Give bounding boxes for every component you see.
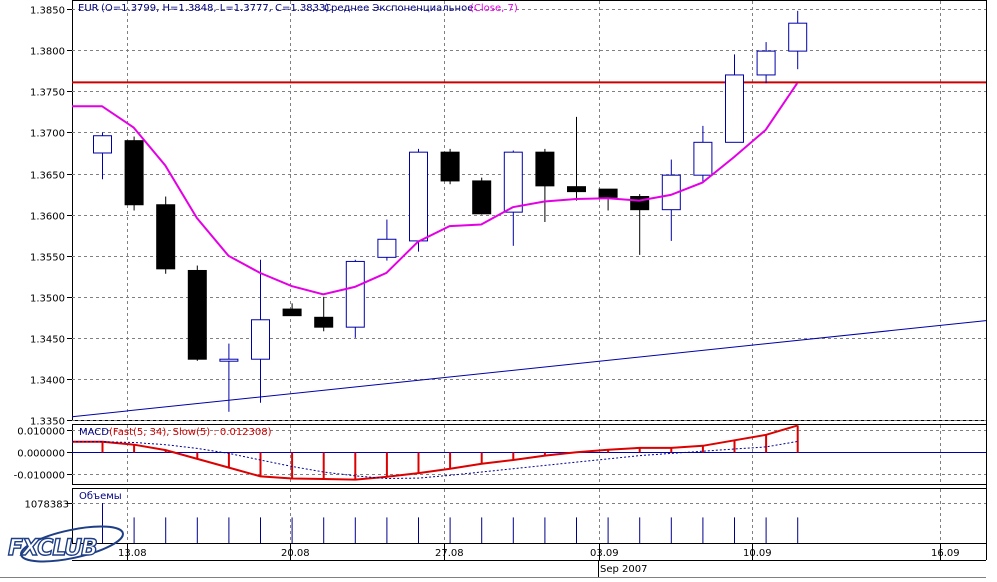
candle-body — [93, 135, 112, 154]
candle-body — [535, 151, 555, 187]
y-tick-label: 1.3650 — [30, 171, 65, 182]
macd-line — [72, 424, 798, 481]
candle-body — [472, 180, 492, 215]
y-tick-label: 1.3450 — [30, 335, 65, 346]
trendline — [71, 320, 987, 418]
candle-body — [282, 308, 302, 317]
x-tick-label: 16.09 — [931, 548, 960, 559]
candle-body — [725, 74, 744, 143]
y-tick-label: 1.3700 — [30, 129, 65, 140]
candle-body — [251, 319, 270, 360]
y-tick-label: 1.3850 — [30, 6, 65, 17]
y-tick-label: 1.3550 — [30, 253, 65, 264]
x-tick-label: 10.09 — [743, 548, 772, 559]
macd-y-tick-label: 0.010000 — [17, 427, 65, 438]
macd-signal-line — [72, 440, 798, 480]
price-header-indicator-params: (Close, 7) — [470, 3, 518, 14]
macd-header-prefix: MACD — [79, 427, 109, 438]
candle-body — [598, 188, 618, 198]
candle-body — [788, 22, 808, 52]
y-tick-label: 1.3600 — [30, 212, 65, 223]
logo-text: FXCLUB — [7, 535, 98, 561]
candle-body — [567, 186, 586, 193]
price-header-symbol: EUR — [78, 3, 99, 14]
price-header-indicator: Среднее Экспоненциальное — [324, 3, 473, 14]
macd-header-params: (Fast(5, 34), Slow(5) : 0.012308) — [109, 427, 272, 438]
x-tick-label: 13.08 — [118, 548, 147, 559]
price-header-ohlc: (O=1.3799, H=1.3848, L=1.3777, C=1.3833) — [101, 3, 329, 14]
ema-line — [72, 82, 799, 296]
month-label: Sep 2007 — [600, 564, 647, 575]
candle-body — [156, 204, 176, 270]
price-header-sep: , — [312, 3, 315, 14]
candle-body — [409, 151, 428, 242]
y-tick-label: 1.3750 — [30, 88, 65, 99]
candle-body — [661, 174, 681, 211]
candle-body — [124, 140, 144, 206]
candle-body — [756, 50, 776, 76]
right-scroll-edge — [986, 0, 997, 578]
y-tick-label: 1.3800 — [30, 47, 65, 58]
candle-body — [693, 141, 713, 176]
macd-y-tick-label: -0.010000 — [14, 471, 65, 482]
x-tick-label: 27.08 — [435, 548, 464, 559]
candle-body — [187, 269, 207, 360]
y-tick-label: 1.3400 — [30, 376, 65, 387]
volume-y-tick-label: 1078383 — [24, 500, 69, 511]
macd-y-tick-label: 0.000000 — [17, 449, 65, 460]
x-tick-label: 20.08 — [281, 548, 310, 559]
candle-body — [377, 238, 397, 258]
y-tick-label: 1.3350 — [30, 417, 65, 428]
candle-body — [219, 358, 239, 362]
candle-body — [440, 151, 460, 182]
candle-body — [345, 260, 365, 328]
y-tick-label: 1.3500 — [30, 294, 65, 305]
volume-header: Объемы — [79, 491, 122, 502]
x-tick-label: 03.09 — [590, 548, 619, 559]
volume-panel-frame — [72, 488, 987, 544]
fxclub-logo: FXCLUB — [0, 520, 130, 576]
price-panel-frame — [72, 0, 987, 421]
logo-swoosh-icon — [20, 525, 124, 563]
candle-body — [503, 151, 523, 213]
candle-body — [314, 316, 334, 328]
